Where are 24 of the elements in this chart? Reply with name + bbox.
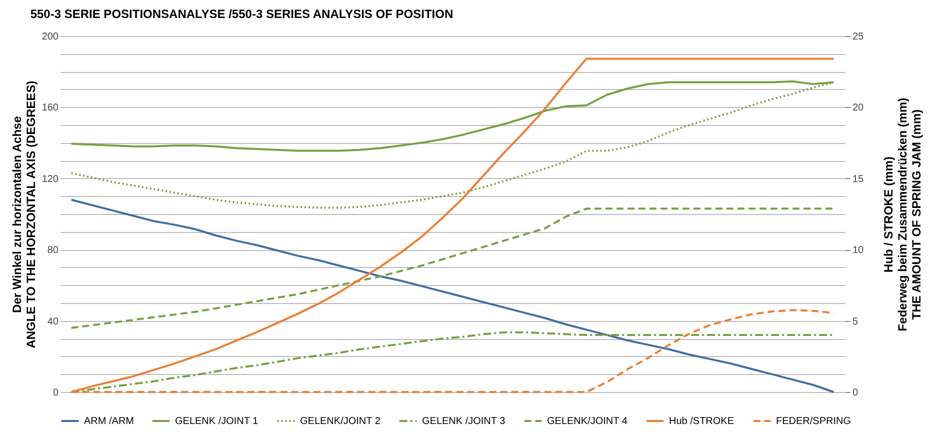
- y2-tick-label: 15: [852, 174, 864, 185]
- y2-tick-label: 20: [852, 102, 864, 114]
- legend-label: GELENK/JOINT 4: [547, 416, 628, 427]
- legend-label: GELENK /JOINT 1: [175, 416, 259, 427]
- y-tick-label: 120: [42, 174, 59, 185]
- legend-label: Hub /STROKE: [669, 416, 734, 427]
- y2-tick-label: 0: [852, 388, 858, 398]
- y2-axis-title: Hub / STROKE (mm) Federweg beim Zusammendrücken (mm) THE AMOUNT OF SPRING JAM (mm): [882, 98, 924, 332]
- legend-label: FEDER/SPRING: [776, 416, 852, 427]
- chart-title: 550-3 SERIE POSITIONSANALYSE /550-3 SERIES ANALYSIS OF POSITION: [30, 7, 454, 21]
- y-axis-title: Der Winkel zur horizontalen Achse ANGLE TO THE HORZONTAL AXIS (DEGREES): [10, 80, 38, 348]
- y2-tick-label: 5: [852, 316, 858, 328]
- line-series: [70, 198, 835, 393]
- y-tick-label: 160: [42, 102, 59, 114]
- y-tick-label: 40: [47, 316, 59, 328]
- legend-label: GELENK /JOINT 3: [422, 416, 506, 427]
- y-tick-label: 0: [52, 388, 59, 398]
- y-tick-label: 80: [47, 245, 59, 256]
- line-series: [70, 208, 835, 329]
- legend-label: GELENK/JOINT 2: [300, 416, 381, 427]
- y-tick-label: 200: [42, 32, 59, 42]
- y2-tick-label: 10: [852, 245, 864, 256]
- legend-label: ARM /ARM: [84, 416, 134, 427]
- y2-tick-label: 25: [852, 32, 864, 42]
